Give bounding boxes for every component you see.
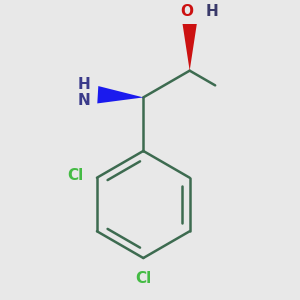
Polygon shape: [182, 22, 197, 71]
Text: Cl: Cl: [67, 167, 84, 182]
Text: H: H: [78, 76, 91, 92]
Text: H: H: [206, 4, 218, 19]
Polygon shape: [97, 86, 143, 104]
Text: N: N: [78, 93, 91, 108]
Text: O: O: [181, 4, 194, 19]
Text: Cl: Cl: [135, 272, 152, 286]
